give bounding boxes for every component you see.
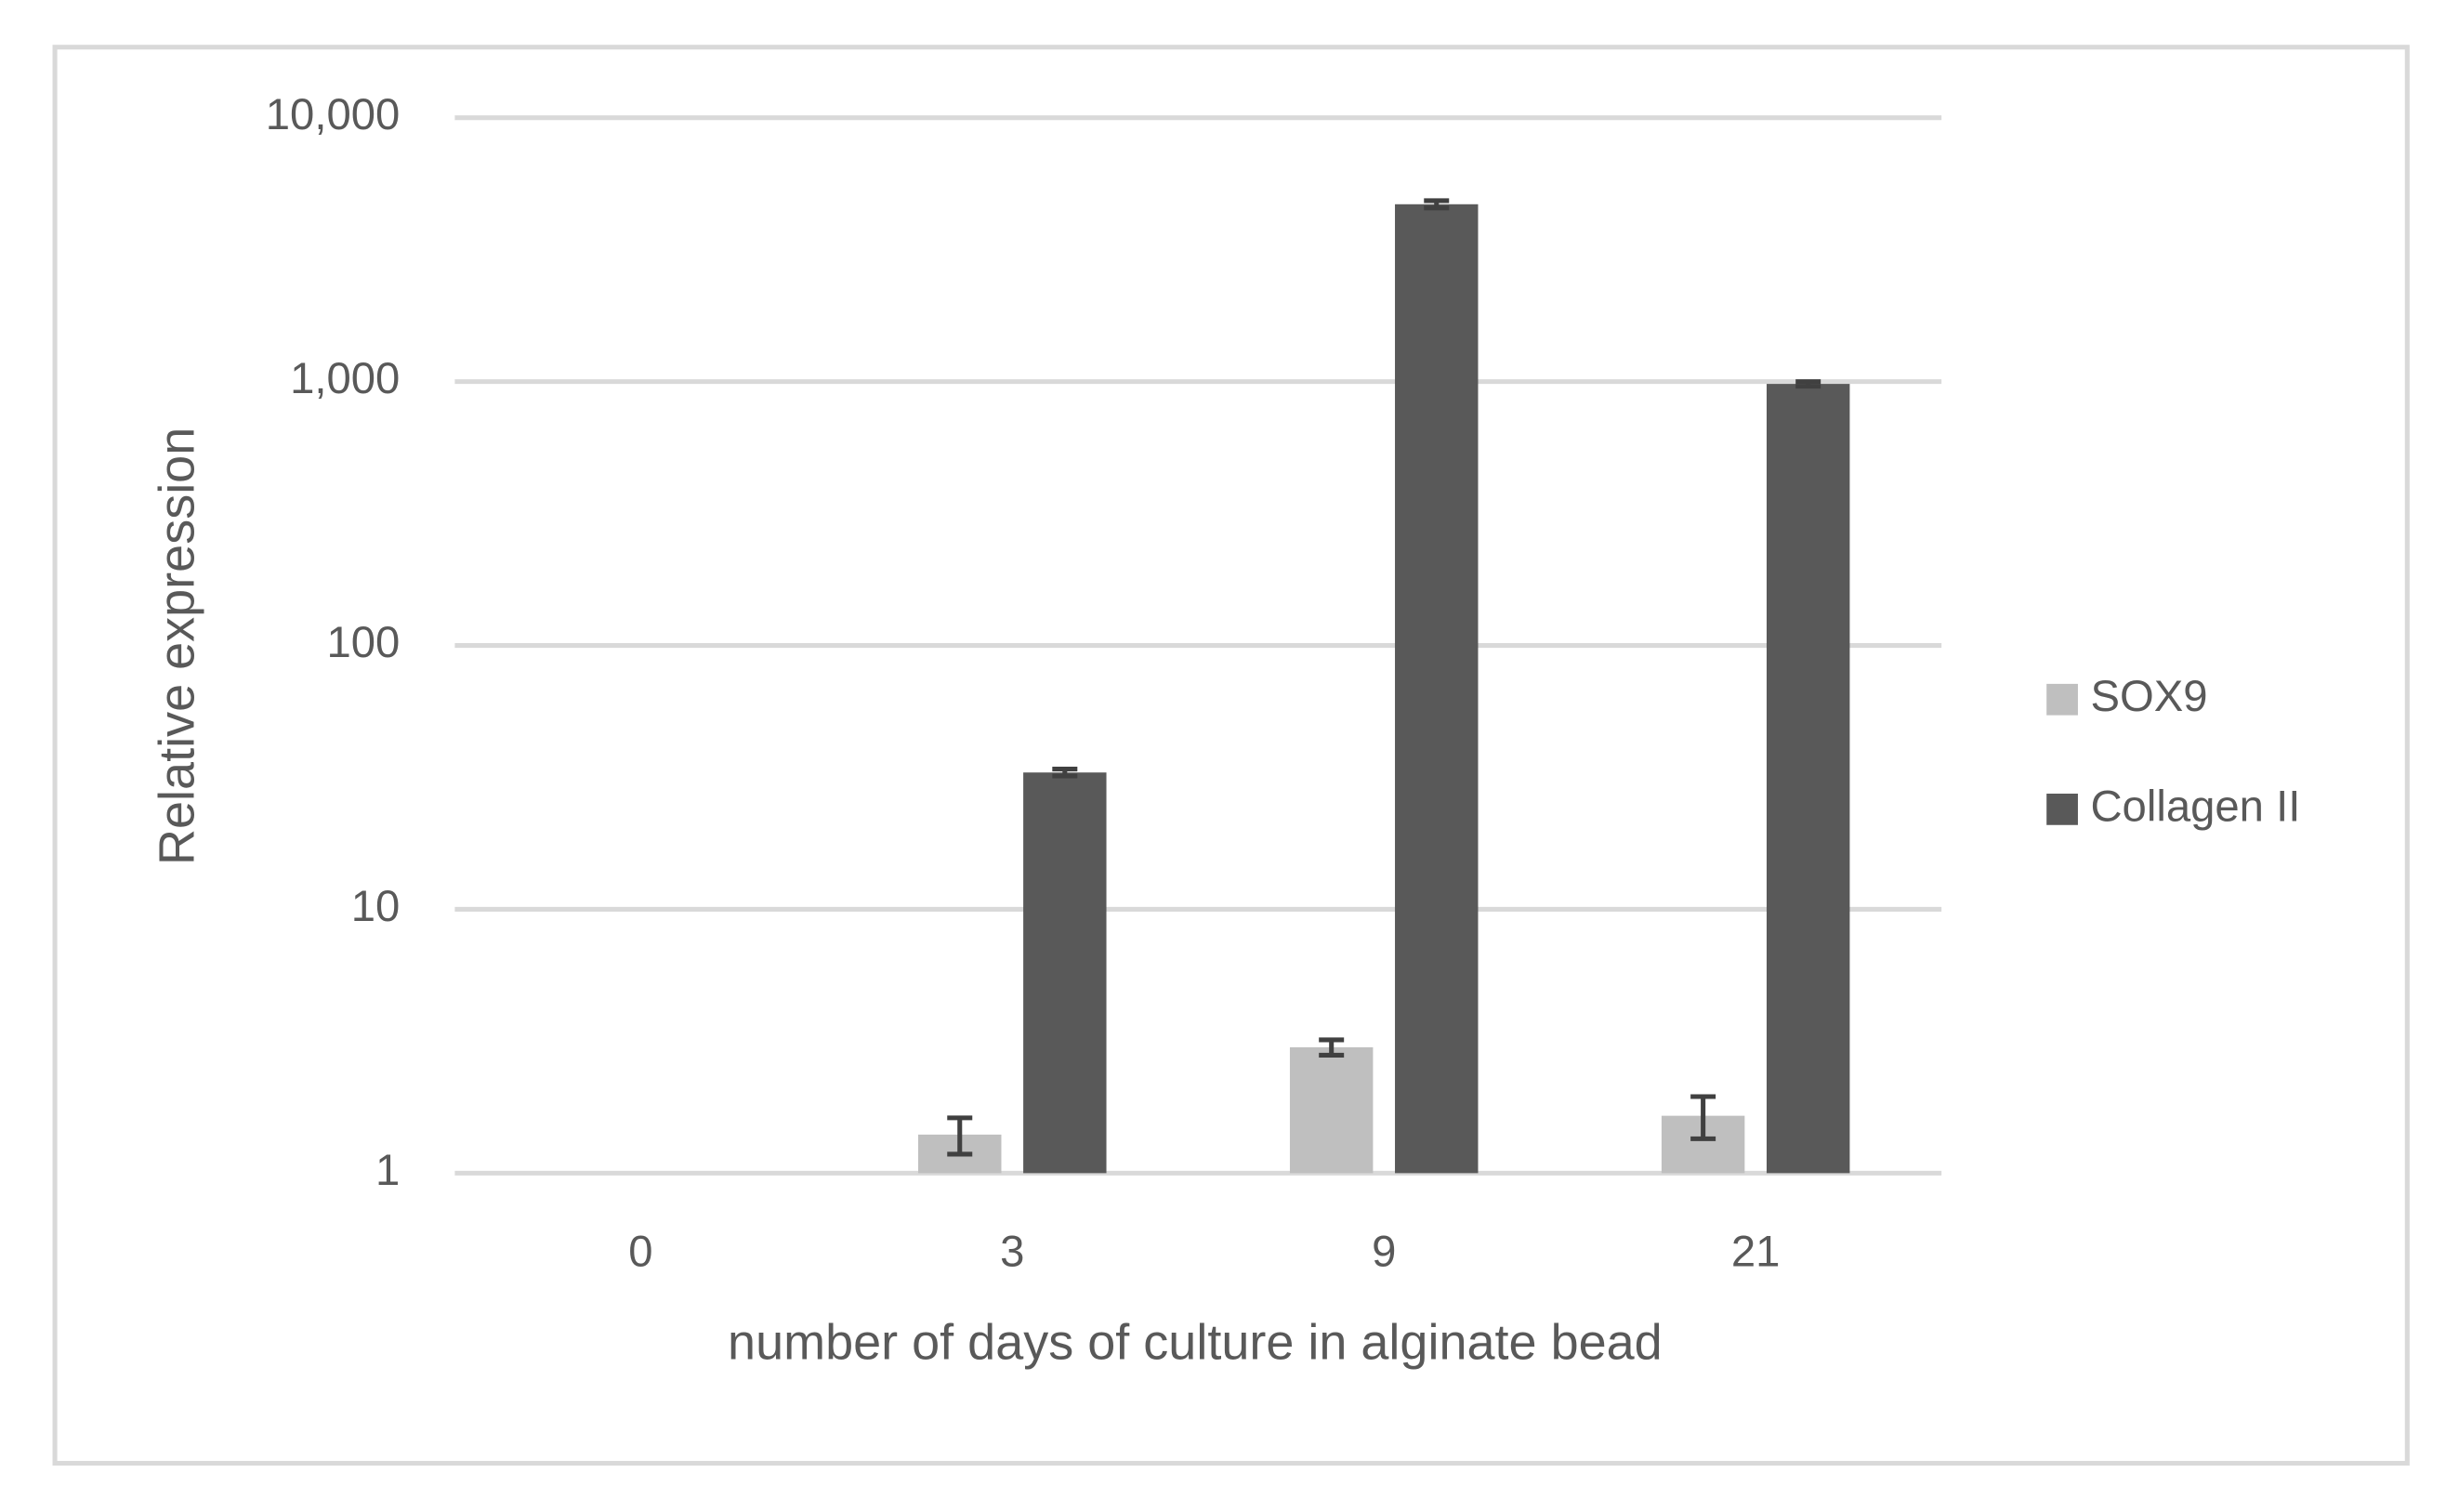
error-bar — [1690, 1094, 1716, 1141]
error-bar — [947, 1115, 973, 1157]
bar — [1023, 772, 1107, 1174]
legend-label: Collagen II — [2090, 782, 2300, 831]
bar — [1395, 204, 1479, 1174]
y-axis-title: Relative expression — [149, 427, 204, 865]
error-bar — [1052, 767, 1078, 779]
bar — [1766, 384, 1850, 1174]
error-bar — [1319, 1037, 1345, 1058]
error-bar — [1424, 198, 1450, 211]
x-tick-label: 9 — [1372, 1228, 1396, 1277]
y-tick-label: 10,000 — [266, 90, 401, 139]
bar — [1289, 1046, 1374, 1174]
y-tick-label: 100 — [326, 618, 400, 667]
y-tick-label: 1,000 — [290, 354, 400, 403]
x-tick-label: 21 — [1731, 1228, 1781, 1277]
y-tick-label: 10 — [351, 882, 401, 931]
legend-label: SOX9 — [2090, 672, 2207, 721]
error-bar — [1795, 379, 1821, 389]
x-tick-label: 3 — [1000, 1228, 1024, 1277]
x-tick-label: 0 — [628, 1228, 652, 1277]
y-tick-label: 1 — [375, 1146, 400, 1195]
legend-swatch — [2046, 683, 2078, 716]
x-axis-title: number of days of culture in alginate be… — [728, 1314, 1663, 1370]
legend-swatch — [2046, 794, 2078, 825]
chart-border — [52, 45, 2410, 1466]
